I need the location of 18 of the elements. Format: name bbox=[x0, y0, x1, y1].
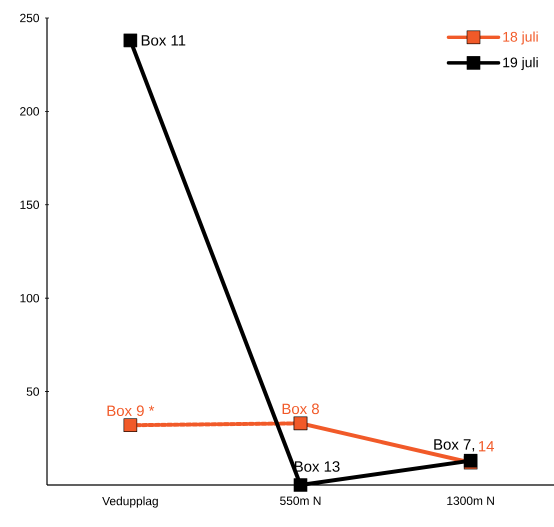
y-tick-label: 200 bbox=[20, 107, 40, 116]
legend-label: 18 juli bbox=[503, 32, 538, 45]
x-tick-label: 550m N bbox=[280, 496, 320, 505]
y-tick-label: 150 bbox=[20, 200, 40, 210]
annotation: Box 7, bbox=[434, 439, 474, 452]
y-tick-label: 50 bbox=[26, 387, 40, 396]
point bbox=[124, 418, 138, 432]
annotation: Box 8 bbox=[282, 404, 319, 414]
y-tick-label: 100 bbox=[20, 294, 40, 302]
x-tick-label: Vedupplag bbox=[102, 496, 158, 508]
annotation: 14 bbox=[478, 441, 494, 452]
point bbox=[294, 478, 308, 492]
y-tick-label: 250 bbox=[20, 14, 40, 22]
annotation: Box 9 * bbox=[108, 405, 154, 416]
point bbox=[124, 34, 138, 48]
legend-label: 19 juli bbox=[503, 57, 538, 70]
x-tick-label: 1300m N bbox=[447, 496, 494, 505]
annotation: Box 11 bbox=[142, 35, 186, 46]
